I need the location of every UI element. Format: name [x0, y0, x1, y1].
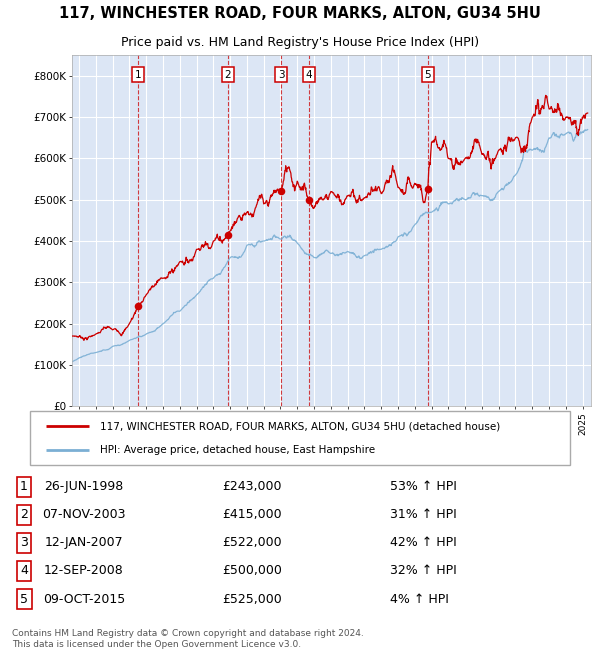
- Text: 4% ↑ HPI: 4% ↑ HPI: [390, 593, 449, 606]
- Text: 117, WINCHESTER ROAD, FOUR MARKS, ALTON, GU34 5HU (detached house): 117, WINCHESTER ROAD, FOUR MARKS, ALTON,…: [100, 421, 500, 432]
- Text: 4: 4: [20, 564, 28, 577]
- Point: [133, 301, 142, 311]
- Text: Contains HM Land Registry data © Crown copyright and database right 2024.
This d: Contains HM Land Registry data © Crown c…: [12, 629, 364, 649]
- Text: 2: 2: [20, 508, 28, 521]
- Text: 3: 3: [278, 70, 284, 79]
- Text: 3: 3: [20, 536, 28, 549]
- Text: HPI: Average price, detached house, East Hampshire: HPI: Average price, detached house, East…: [100, 445, 376, 455]
- Point: [423, 184, 433, 194]
- Text: 4: 4: [306, 70, 313, 79]
- Text: Price paid vs. HM Land Registry's House Price Index (HPI): Price paid vs. HM Land Registry's House …: [121, 36, 479, 49]
- Point: [277, 185, 286, 196]
- Text: £522,000: £522,000: [222, 536, 282, 549]
- Text: 07-NOV-2003: 07-NOV-2003: [42, 508, 126, 521]
- Text: £500,000: £500,000: [222, 564, 282, 577]
- Text: 5: 5: [20, 593, 28, 606]
- FancyBboxPatch shape: [30, 411, 570, 465]
- Text: 31% ↑ HPI: 31% ↑ HPI: [390, 508, 457, 521]
- Text: £415,000: £415,000: [222, 508, 282, 521]
- Text: 1: 1: [134, 70, 141, 79]
- Point: [223, 229, 232, 240]
- Text: 2: 2: [224, 70, 231, 79]
- Text: 53% ↑ HPI: 53% ↑ HPI: [390, 480, 457, 493]
- Text: 117, WINCHESTER ROAD, FOUR MARKS, ALTON, GU34 5HU: 117, WINCHESTER ROAD, FOUR MARKS, ALTON,…: [59, 5, 541, 21]
- Text: 09-OCT-2015: 09-OCT-2015: [43, 593, 125, 606]
- Text: 32% ↑ HPI: 32% ↑ HPI: [390, 564, 457, 577]
- Text: 1: 1: [20, 480, 28, 493]
- Text: £243,000: £243,000: [222, 480, 282, 493]
- Text: £525,000: £525,000: [222, 593, 282, 606]
- Text: 12-JAN-2007: 12-JAN-2007: [44, 536, 124, 549]
- Point: [304, 194, 314, 205]
- Text: 12-SEP-2008: 12-SEP-2008: [44, 564, 124, 577]
- Text: 5: 5: [424, 70, 431, 79]
- Text: 26-JUN-1998: 26-JUN-1998: [44, 480, 124, 493]
- Text: 42% ↑ HPI: 42% ↑ HPI: [390, 536, 457, 549]
